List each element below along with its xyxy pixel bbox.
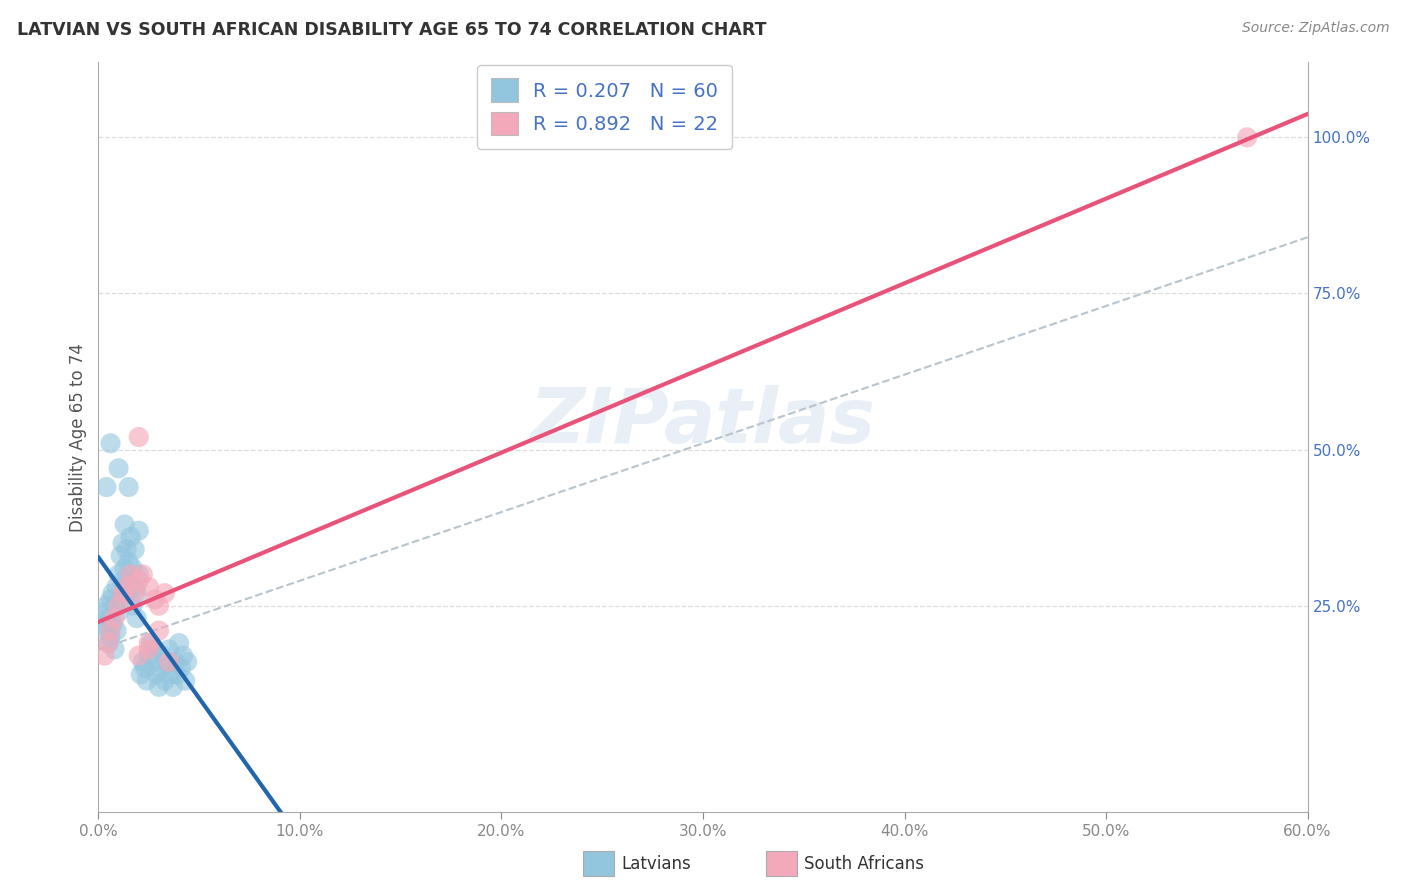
Point (110, 549, 132, 563)
Point (143, 592, 166, 607)
Point (157, 655, 180, 669)
Point (115, 586, 138, 600)
Y-axis label: Disability Age 65 to 74: Disability Age 65 to 74 (69, 343, 87, 532)
Point (103, 599, 125, 613)
Point (111, 574, 134, 588)
Point (120, 530, 142, 544)
Point (107, 599, 129, 613)
Point (120, 567, 142, 582)
Point (143, 655, 166, 669)
Point (100, 630, 122, 644)
Point (105, 624, 128, 638)
Point (120, 574, 142, 588)
Point (101, 617, 124, 632)
Point (93, 648, 115, 663)
Point (110, 592, 132, 607)
Point (153, 586, 176, 600)
Point (96, 624, 118, 638)
Point (128, 648, 150, 663)
Point (174, 673, 197, 688)
Point (118, 555, 141, 569)
Point (148, 680, 170, 694)
Point (142, 642, 165, 657)
Point (111, 536, 134, 550)
Point (124, 542, 146, 557)
Point (128, 567, 150, 582)
Legend: R = 0.207   N = 60, R = 0.892   N = 22: R = 0.207 N = 60, R = 0.892 N = 22 (477, 64, 733, 149)
Point (1236, 130, 1258, 145)
Point (100, 436, 122, 450)
Point (125, 611, 148, 625)
Point (128, 574, 150, 588)
Point (138, 580, 160, 594)
Point (121, 599, 143, 613)
Point (135, 673, 157, 688)
Point (100, 592, 122, 607)
Point (115, 542, 138, 557)
Point (134, 661, 156, 675)
Point (138, 642, 160, 657)
Point (148, 624, 170, 638)
Point (121, 561, 143, 575)
Point (176, 655, 198, 669)
Point (97, 636, 120, 650)
Point (107, 605, 129, 619)
Point (96, 599, 118, 613)
Point (129, 667, 152, 681)
Point (93, 605, 115, 619)
Point (114, 517, 136, 532)
Text: ZIPatlas: ZIPatlas (530, 385, 876, 459)
Point (163, 655, 186, 669)
Point (91, 617, 114, 632)
Point (97, 611, 120, 625)
Point (146, 667, 169, 681)
Point (118, 480, 141, 494)
Point (167, 636, 190, 650)
Point (148, 599, 170, 613)
Point (152, 648, 174, 663)
Point (172, 648, 194, 663)
Point (124, 580, 146, 594)
Point (138, 648, 160, 663)
Point (105, 580, 128, 594)
Point (157, 642, 180, 657)
Point (166, 667, 188, 681)
Point (139, 636, 162, 650)
Point (107, 567, 129, 582)
Point (132, 567, 155, 582)
Point (107, 461, 129, 475)
Point (153, 673, 176, 688)
Text: South Africans: South Africans (804, 855, 924, 873)
Point (162, 680, 184, 694)
Point (149, 661, 172, 675)
Point (156, 655, 179, 669)
Point (103, 642, 125, 657)
Text: LATVIAN VS SOUTH AFRICAN DISABILITY AGE 65 TO 74 CORRELATION CHART: LATVIAN VS SOUTH AFRICAN DISABILITY AGE … (17, 21, 766, 38)
Point (125, 586, 148, 600)
Text: Source: ZipAtlas.com: Source: ZipAtlas.com (1241, 21, 1389, 35)
Point (132, 655, 155, 669)
Point (124, 586, 146, 600)
Point (97, 636, 120, 650)
Point (103, 611, 125, 625)
Point (111, 586, 134, 600)
Point (115, 580, 138, 594)
Point (128, 430, 150, 444)
Point (100, 624, 122, 638)
Text: Latvians: Latvians (621, 855, 692, 873)
Point (96, 480, 118, 494)
Point (114, 561, 136, 575)
Point (160, 667, 183, 681)
Point (101, 586, 124, 600)
Point (138, 636, 160, 650)
Point (128, 524, 150, 538)
Point (170, 661, 193, 675)
